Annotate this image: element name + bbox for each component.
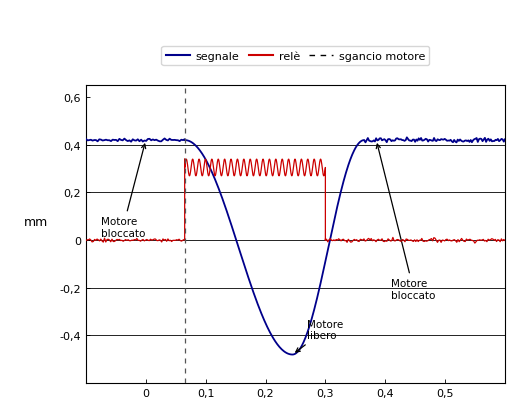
Legend: segnale, relè, sgancio motore: segnale, relè, sgancio motore [161,47,430,66]
Text: Motore
bloccato: Motore bloccato [376,145,436,300]
Text: Motore
bloccato: Motore bloccato [101,145,146,238]
Y-axis label: mm: mm [23,216,48,229]
Text: Motore
libero: Motore libero [296,319,344,352]
